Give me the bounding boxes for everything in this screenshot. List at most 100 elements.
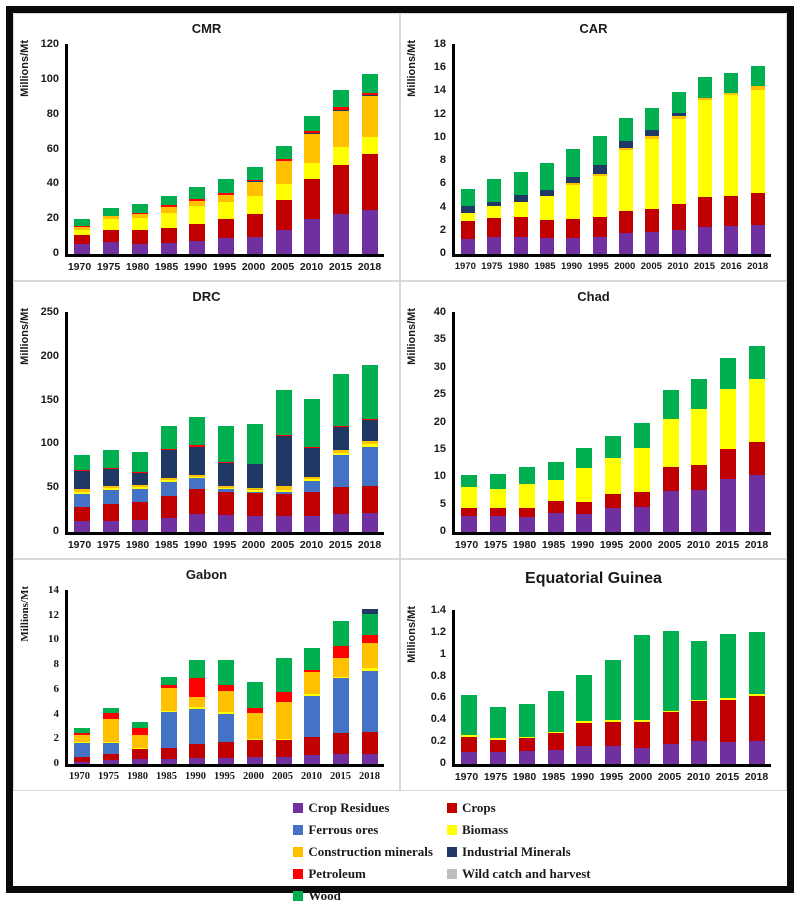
segment-wood: [672, 92, 686, 113]
segment-crops: [103, 504, 119, 521]
y-axis-label-column: Millions/Mt: [18, 590, 35, 763]
legend-swatch-industrial-minerals: [447, 847, 457, 857]
segment-crop-residues: [161, 243, 177, 254]
x-tick-label: 2010: [297, 539, 326, 554]
legend-label: Crop Residues: [308, 800, 389, 816]
segment-industrial-minerals: [103, 469, 119, 487]
segment-biomass: [132, 218, 148, 230]
segment-crop-residues: [132, 520, 148, 532]
stacked-bar-1980: [132, 44, 148, 254]
segment-wood: [247, 424, 263, 464]
segment-biomass: [189, 206, 205, 224]
segment-crops: [749, 696, 765, 741]
segment-wood: [720, 634, 736, 698]
y-tick-label: 0.4: [431, 713, 446, 725]
segment-biomass: [751, 90, 765, 194]
segment-biomass: [593, 176, 607, 217]
x-tick-label: 1975: [481, 539, 510, 554]
segment-biomass: [605, 458, 621, 494]
segment-crops: [103, 230, 119, 242]
segment-crop-residues: [103, 242, 119, 254]
segment-crops: [218, 742, 234, 758]
segment-crops: [161, 496, 177, 518]
segment-construction-minerals: [247, 182, 263, 196]
x-tick-label: 1975: [94, 539, 123, 554]
bar-slot: [125, 590, 154, 764]
y-tick-label: 100: [41, 437, 59, 449]
segment-crop-residues: [362, 210, 378, 254]
segment-wood: [461, 475, 477, 488]
segment-ferrous-ores: [74, 494, 90, 506]
bar-slot: [685, 610, 714, 764]
segment-crops: [247, 740, 263, 756]
segment-biomass: [548, 480, 564, 501]
segment-crop-residues: [619, 233, 633, 254]
segment-crop-residues: [519, 751, 535, 764]
segment-crops: [304, 737, 320, 756]
y-tick-label: 2: [440, 224, 446, 236]
segment-petroleum: [276, 692, 292, 702]
segment-crop-residues: [490, 516, 506, 532]
segment-crops: [276, 200, 292, 230]
segment-crop-residues: [724, 226, 738, 254]
segment-biomass: [634, 448, 650, 491]
segment-crops: [189, 744, 205, 758]
stacked-bar-2018: [362, 44, 378, 254]
segment-crop-residues: [247, 516, 263, 532]
segment-crop-residues: [461, 752, 477, 764]
segment-crop-residues: [132, 759, 148, 764]
segment-biomass: [304, 163, 320, 179]
bar-slot: [627, 610, 656, 764]
bar-slot: [541, 312, 570, 532]
segment-crop-residues: [276, 516, 292, 532]
legend-item-crop-residues: Crop Residues: [293, 800, 433, 816]
segment-industrial-minerals: [362, 420, 378, 441]
segment-wood: [720, 358, 736, 389]
stacked-bar-1985: [161, 312, 177, 532]
stacked-bar-2005: [645, 44, 659, 254]
stacked-bar-1995: [605, 312, 621, 532]
segment-wood: [487, 179, 501, 201]
segment-biomass: [691, 409, 707, 466]
stacked-bar-2015: [720, 312, 736, 532]
segment-crops: [605, 494, 621, 508]
segment-industrial-minerals: [593, 165, 607, 173]
stacked-bar-1980: [132, 590, 148, 764]
segment-crops: [189, 489, 205, 515]
segment-industrial-minerals: [161, 450, 177, 478]
segment-crops: [276, 494, 292, 516]
y-tick-label: 2: [54, 732, 60, 744]
segment-wood: [304, 648, 320, 669]
segment-wood: [218, 179, 234, 193]
y-tick-label: 0: [440, 247, 446, 259]
segment-wood: [619, 118, 633, 141]
bar-slot: [327, 44, 356, 254]
segment-wood: [605, 660, 621, 721]
y-tick-label: 4: [54, 708, 60, 720]
bar-slot: [298, 312, 327, 532]
segment-crop-residues: [333, 214, 349, 254]
bar-slot: [599, 610, 628, 764]
stacked-bar-1975: [103, 312, 119, 532]
segment-industrial-minerals: [619, 141, 633, 148]
segment-crop-residues: [593, 237, 607, 254]
x-tick-label: 1970: [65, 539, 94, 554]
segment-crops: [519, 738, 535, 751]
stacked-bar-1970: [461, 610, 477, 764]
x-tick-label: 2005: [655, 771, 684, 786]
plot-area-cmr: [65, 44, 384, 257]
segment-wood: [333, 90, 349, 107]
stacked-bar-2000: [634, 610, 650, 764]
segment-construction-minerals: [362, 643, 378, 668]
bar-slot: [570, 610, 599, 764]
segment-biomass: [672, 119, 686, 204]
segment-crop-residues: [132, 244, 148, 255]
